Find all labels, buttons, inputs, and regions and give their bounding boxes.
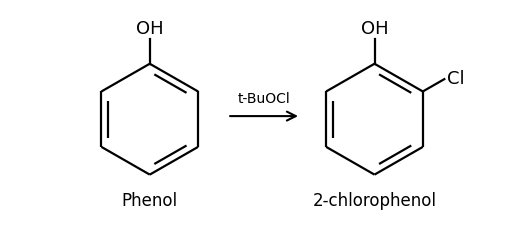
Text: OH: OH (136, 20, 164, 38)
Text: Phenol: Phenol (122, 192, 178, 210)
Text: t-BuOCl: t-BuOCl (238, 92, 291, 106)
Text: Cl: Cl (447, 70, 464, 88)
Text: 2-chlorophenol: 2-chlorophenol (313, 192, 437, 210)
Text: OH: OH (361, 20, 389, 38)
